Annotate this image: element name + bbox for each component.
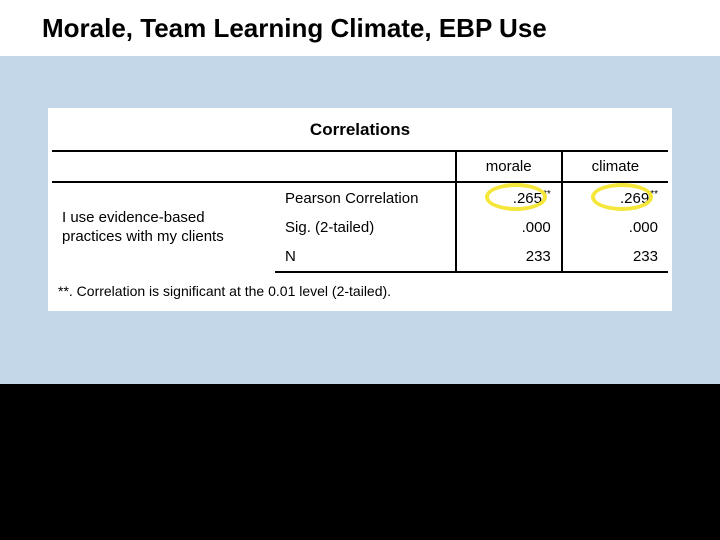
- correlation-table-container: Correlations morale climate I use eviden…: [48, 108, 672, 311]
- pearson-morale-value: .265: [513, 190, 542, 207]
- header-blank-2: [275, 151, 456, 182]
- pearson-climate-value: .269: [620, 190, 649, 207]
- n-climate: 233: [562, 242, 668, 272]
- pearson-morale-sup: **: [543, 189, 551, 200]
- pearson-morale: .265**: [456, 182, 562, 213]
- header-blank-1: [52, 151, 275, 182]
- stat-label-pearson: Pearson Correlation: [275, 182, 456, 213]
- table-title: Correlations: [52, 114, 668, 150]
- sig-morale: .000: [456, 213, 562, 242]
- pearson-row: I use evidence-based practices with my c…: [52, 182, 668, 213]
- correlation-table: morale climate I use evidence-based prac…: [52, 150, 668, 273]
- pearson-climate-sup: **: [650, 189, 658, 200]
- table-footnote: **. Correlation is significant at the 0.…: [52, 273, 668, 303]
- sig-climate: .000: [562, 213, 668, 242]
- column-header-climate: climate: [562, 151, 668, 182]
- title-bar: Morale, Team Learning Climate, EBP Use: [0, 0, 720, 56]
- n-morale: 233: [456, 242, 562, 272]
- stat-label-sig: Sig. (2-tailed): [275, 213, 456, 242]
- slide-title: Morale, Team Learning Climate, EBP Use: [42, 13, 547, 44]
- pearson-climate: .269**: [562, 182, 668, 213]
- column-header-morale: morale: [456, 151, 562, 182]
- table-header-row: morale climate: [52, 151, 668, 182]
- stat-label-n: N: [275, 242, 456, 272]
- row-variable-label: I use evidence-based practices with my c…: [52, 182, 275, 272]
